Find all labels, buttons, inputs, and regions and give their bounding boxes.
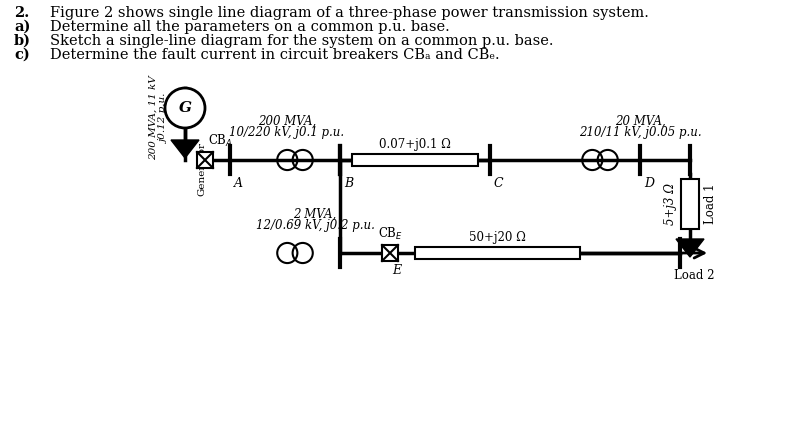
Polygon shape <box>676 239 704 257</box>
Text: 12/0.69 kV, j0.2 p.u.: 12/0.69 kV, j0.2 p.u. <box>256 219 374 232</box>
Text: Generator: Generator <box>197 142 206 196</box>
Text: 2 MVA,: 2 MVA, <box>294 208 337 221</box>
Text: Figure 2 shows single line diagram of a three-phase power transmission system.: Figure 2 shows single line diagram of a … <box>50 6 649 20</box>
Text: D: D <box>644 177 654 190</box>
Text: a): a) <box>14 20 30 34</box>
Text: 210/11 kV, j0.05 p.u.: 210/11 kV, j0.05 p.u. <box>579 126 701 139</box>
Text: CB$_E$: CB$_E$ <box>377 226 403 242</box>
Text: E: E <box>392 264 401 277</box>
Text: j0.12 p.u.: j0.12 p.u. <box>159 93 169 143</box>
Bar <box>197 152 213 168</box>
Text: 2.: 2. <box>14 6 29 20</box>
Text: 0.07+j0.1 Ω: 0.07+j0.1 Ω <box>379 138 451 151</box>
Text: CB$_A$: CB$_A$ <box>208 133 232 149</box>
Text: Determine all the parameters on a common p.u. base.: Determine all the parameters on a common… <box>50 20 450 34</box>
Text: b): b) <box>14 34 31 48</box>
Text: Load 1: Load 1 <box>704 184 717 224</box>
Text: c): c) <box>14 48 29 62</box>
Text: 5+j3 Ω: 5+j3 Ω <box>664 183 677 225</box>
Text: 200 MVA, 11 kV: 200 MVA, 11 kV <box>149 76 158 160</box>
Text: Sketch a single-line diagram for the system on a common p.u. base.: Sketch a single-line diagram for the sys… <box>50 34 553 48</box>
Text: Load 2: Load 2 <box>673 269 714 282</box>
Text: 50+j20 Ω: 50+j20 Ω <box>469 231 526 244</box>
Bar <box>681 179 699 229</box>
Circle shape <box>165 88 205 128</box>
Polygon shape <box>171 140 199 158</box>
Bar <box>352 154 478 166</box>
Text: C: C <box>494 177 504 190</box>
Bar <box>415 247 580 259</box>
Text: B: B <box>344 177 353 190</box>
Text: 10/220 kV, j0.1 p.u.: 10/220 kV, j0.1 p.u. <box>229 126 345 139</box>
Text: Determine the fault current in circuit breakers CBₐ and CBₑ.: Determine the fault current in circuit b… <box>50 48 500 62</box>
Text: 200 MVA,: 200 MVA, <box>258 115 316 128</box>
Text: 20 MVA,: 20 MVA, <box>615 115 665 128</box>
Bar <box>382 245 398 261</box>
Text: G: G <box>178 101 192 115</box>
Text: A: A <box>234 177 243 190</box>
